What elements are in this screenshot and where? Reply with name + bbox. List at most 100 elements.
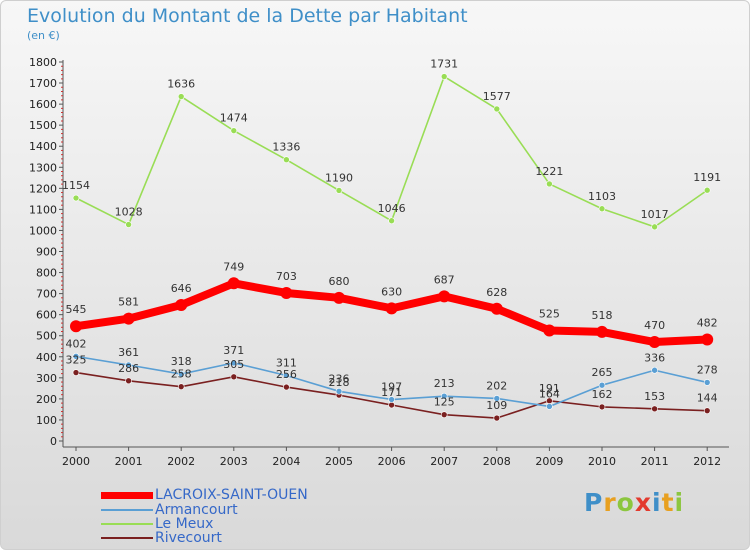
data-point-rivecourt [651, 405, 658, 413]
data-label-le-meux: 1336 [272, 141, 300, 154]
data-point-lacroix [543, 324, 556, 337]
data-point-le-meux [72, 194, 80, 202]
data-point-armancourt [230, 359, 238, 367]
data-label-lacroix: 749 [223, 260, 244, 273]
data-point-lacroix [438, 290, 451, 303]
y-tick-label: 1000 [29, 224, 57, 237]
x-tick-label: 2006 [378, 455, 406, 468]
data-label-lacroix: 482 [697, 317, 718, 330]
data-label-lacroix: 628 [486, 286, 507, 299]
chart-subtitle: (en €) [27, 29, 60, 42]
data-label-lacroix: 703 [276, 270, 297, 283]
data-label-rivecourt: 286 [118, 362, 139, 375]
x-tick-label: 2003 [220, 455, 248, 468]
data-point-armancourt [651, 366, 658, 374]
data-label-rivecourt: 125 [434, 396, 455, 409]
y-tick-label: 700 [36, 288, 57, 301]
x-tick-label: 2007 [430, 455, 458, 468]
data-label-lacroix: 687 [434, 273, 455, 286]
data-point-armancourt [440, 392, 448, 400]
data-point-lacroix [280, 286, 293, 299]
data-point-rivecourt [388, 401, 395, 409]
y-tick-label: 300 [36, 372, 57, 385]
data-point-le-meux [651, 223, 658, 231]
data-label-armancourt: 361 [118, 346, 139, 359]
data-point-rivecourt [703, 407, 711, 414]
x-tick-label: 2002 [167, 455, 195, 468]
data-point-rivecourt [177, 383, 185, 390]
y-tick-label: 400 [36, 351, 57, 364]
data-point-le-meux [703, 186, 711, 194]
legend-item-lacroix: LACROIX-SAINT-OUEN [101, 487, 308, 503]
data-label-lacroix: 646 [171, 282, 192, 295]
data-label-le-meux: 1731 [430, 58, 458, 71]
logo-letter: o [616, 488, 635, 517]
data-point-le-meux [440, 73, 448, 80]
data-point-le-meux [283, 156, 290, 163]
data-label-lacroix: 581 [118, 296, 139, 309]
data-point-armancourt [283, 372, 290, 379]
data-point-rivecourt [72, 369, 80, 376]
chart-title: Evolution du Montant de la Dette par Hab… [27, 5, 468, 27]
data-point-rivecourt [598, 403, 606, 411]
data-point-armancourt [493, 395, 501, 402]
data-label-lacroix: 545 [66, 303, 87, 316]
data-label-le-meux: 1028 [115, 206, 143, 219]
data-label-rivecourt: 218 [329, 376, 350, 389]
data-point-lacroix [596, 325, 608, 338]
data-point-armancourt [335, 388, 343, 395]
data-point-lacroix [385, 302, 398, 315]
logo-letter: i [652, 488, 662, 517]
data-label-le-meux: 1154 [62, 179, 90, 192]
data-label-rivecourt: 191 [539, 382, 560, 395]
data-label-le-meux: 1190 [325, 171, 353, 184]
data-label-armancourt: 202 [486, 379, 507, 392]
logo-letter: i [674, 488, 685, 517]
data-point-armancourt [546, 403, 553, 410]
data-label-le-meux: 1103 [588, 190, 616, 203]
data-label-armancourt: 318 [171, 355, 192, 368]
data-label-armancourt: 278 [697, 363, 718, 376]
data-label-armancourt: 236 [329, 372, 350, 385]
data-point-rivecourt [283, 383, 290, 391]
data-point-lacroix [175, 298, 188, 311]
data-label-rivecourt: 162 [592, 388, 613, 401]
data-point-lacroix [701, 333, 714, 346]
legend-label-lacroix: LACROIX-SAINT-OUEN [155, 487, 308, 503]
data-label-le-meux: 1474 [220, 112, 248, 125]
data-label-lacroix: 630 [381, 285, 402, 298]
data-label-le-meux: 1046 [378, 202, 406, 215]
data-point-le-meux [546, 180, 553, 188]
data-label-le-meux: 1221 [535, 165, 563, 178]
legend-label-armancourt: Armancourt [155, 502, 238, 518]
data-label-armancourt: 213 [434, 377, 455, 390]
data-point-lacroix [648, 336, 661, 349]
x-tick-label: 2010 [588, 455, 616, 468]
data-label-lacroix: 680 [329, 275, 350, 288]
legend-item-armancourt: Armancourt [101, 502, 238, 518]
legend-label-le-meux: Le Meux [155, 516, 214, 532]
y-tick-label: 600 [36, 309, 57, 322]
data-label-armancourt: 336 [644, 351, 665, 364]
data-point-armancourt [598, 381, 606, 389]
y-tick-label: 1700 [29, 77, 57, 90]
data-point-lacroix [122, 312, 135, 325]
data-point-lacroix [490, 302, 503, 315]
y-tick-label: 1300 [29, 161, 57, 174]
data-label-rivecourt: 144 [697, 392, 718, 405]
data-point-armancourt [125, 361, 132, 369]
data-label-rivecourt: 258 [171, 368, 192, 381]
data-label-armancourt: 402 [66, 337, 87, 350]
legend-item-rivecourt: Rivecourt [101, 530, 222, 546]
y-tick-label: 0 [50, 435, 57, 448]
data-label-rivecourt: 305 [223, 358, 244, 371]
x-tick-label: 2012 [693, 455, 721, 468]
x-tick-label: 2005 [325, 455, 353, 468]
proxiti-logo: Proxiti [584, 488, 684, 517]
data-label-rivecourt: 256 [276, 368, 297, 381]
data-label-armancourt: 371 [223, 344, 244, 357]
data-label-rivecourt: 153 [644, 390, 665, 403]
y-tick-label: 800 [36, 267, 57, 280]
logo-letter: x [634, 488, 652, 517]
legend-swatch-lacroix [101, 491, 153, 499]
